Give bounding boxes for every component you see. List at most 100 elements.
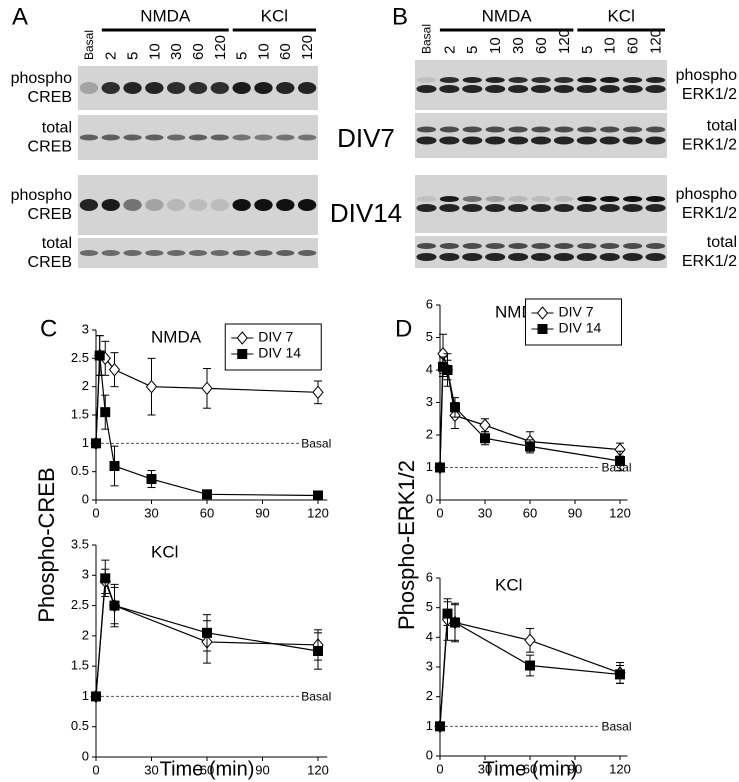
blot-strip [415,113,667,158]
band [645,204,666,212]
panel-letter: B [392,3,408,30]
band [416,77,437,83]
y-tick-label: 2.5 [71,597,89,612]
lane-label: 5 [579,46,596,54]
point [202,489,212,500]
y-tick-label: 5 [426,329,433,344]
point [94,350,105,361]
y-tick-label: 3 [82,321,89,336]
band [462,196,482,202]
lane-label: 60 [533,37,550,54]
x-tick-label: 120 [609,761,631,776]
point [525,660,535,671]
point [108,362,121,377]
lane-label: 2 [103,52,120,60]
point [312,385,324,400]
band [416,204,437,212]
band [508,204,529,212]
lane-label: 120 [299,35,316,60]
band [485,85,506,93]
y-tick-label: 6 [426,569,433,584]
row-label: CREB [28,89,72,106]
band [462,204,483,212]
point [100,407,111,418]
x-tick-label: 60 [523,761,537,776]
y-tick-label: 3 [426,394,433,409]
band [600,126,620,133]
band [623,196,643,202]
legend-marker [237,349,248,359]
point [146,474,157,485]
point [145,379,158,394]
band [508,243,528,249]
legend-label: DIV 7 [258,329,293,345]
lane-label: 30 [168,43,185,60]
band [297,250,317,256]
y-tick-label: 0.5 [71,463,89,478]
band [167,134,186,141]
legend-box [525,298,622,346]
y-tick-label: 2.5 [71,350,89,365]
band [254,82,273,94]
band [599,136,620,145]
row-label: total [42,235,72,252]
row-label: ERK1/2 [682,137,737,154]
band [297,82,317,94]
band [553,253,574,261]
band [645,243,666,249]
band [622,136,643,145]
panel-letter: D [395,315,412,342]
band [462,77,482,83]
y-tick-label: 0.5 [71,718,89,733]
band [416,196,437,202]
band [623,126,643,133]
point [450,617,460,628]
band [123,134,142,141]
y-axis-label: Phospho-CREB [34,467,59,622]
lane-label: 10 [487,37,504,54]
band [79,250,99,256]
lane-label: Basal [82,30,96,60]
band [645,253,666,261]
x-tick-label: 60 [200,762,214,777]
band [210,250,229,256]
legend-label: DIV 7 [559,304,594,320]
y-tick-label: 4 [426,361,433,376]
band [439,204,460,212]
point [202,627,212,638]
lane-label: 10 [146,43,163,60]
band [645,126,666,133]
band [553,85,574,93]
band [531,243,551,249]
y-tick-label: 3.5 [71,536,89,551]
band [254,199,273,211]
band [188,82,208,94]
point [615,669,625,680]
band [577,77,597,83]
band [276,250,295,256]
x-tick-label: 0 [436,505,443,520]
legend-marker [536,306,549,320]
band [254,250,273,256]
band [554,243,574,249]
x-tick-label: 0 [92,505,99,520]
band [210,134,229,141]
x-tick-label: 60 [523,505,537,520]
lane-label: 5 [234,52,251,60]
band [508,85,529,93]
basal-label: Basal [301,690,331,704]
y-tick-label: 1 [82,435,89,450]
point [480,433,490,444]
x-tick-label: 0 [436,761,443,776]
band [485,253,506,261]
basal-label: Basal [301,437,331,451]
band [79,134,99,141]
lane-label: 30 [510,37,527,54]
point [450,402,460,413]
lane-label: 120 [556,29,573,54]
band [101,82,120,94]
band [531,196,551,202]
chart-title: KCl [495,575,522,594]
y-axis-label: Phospho-ERK1/2 [394,460,419,630]
x-tick-label: 120 [307,762,329,777]
